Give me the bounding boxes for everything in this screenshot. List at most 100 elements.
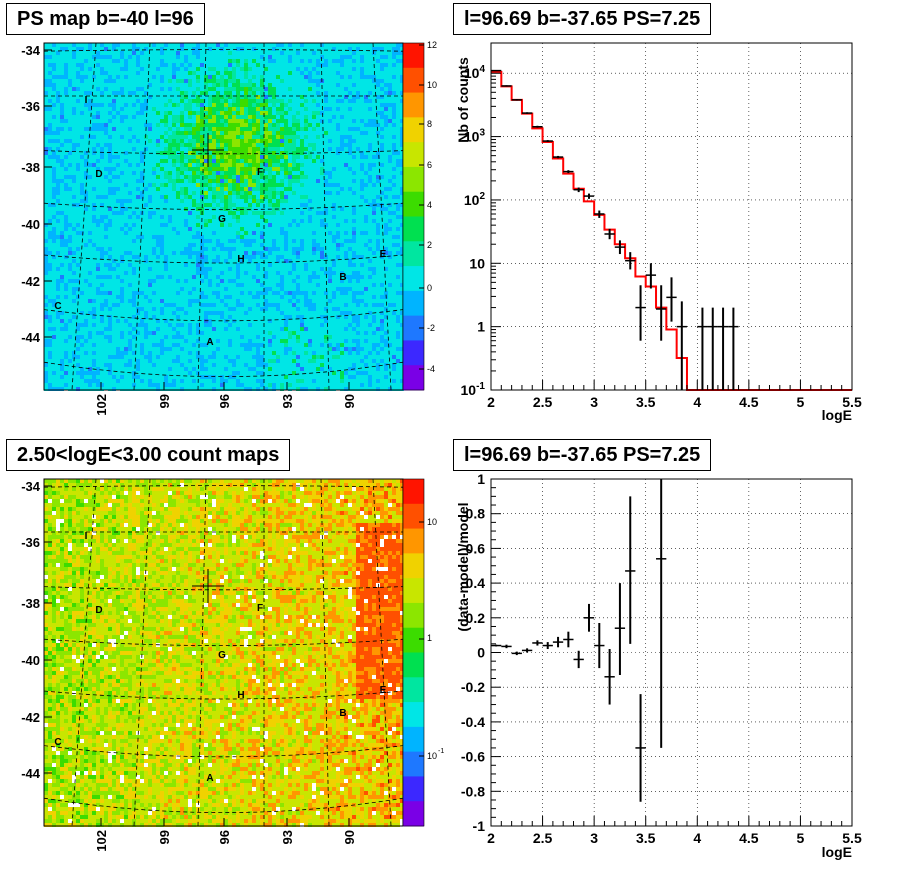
heat-pixel <box>184 183 188 187</box>
heat-pixel <box>248 243 252 247</box>
heat-pixel <box>372 275 376 279</box>
heat-pixel <box>392 123 396 127</box>
heat-pixel <box>320 163 324 167</box>
heat-pixel <box>52 123 56 127</box>
heat-pixel <box>264 267 268 271</box>
heat-pixel <box>172 171 176 175</box>
heat-pixel <box>232 107 236 111</box>
heat-pixel <box>256 267 260 271</box>
heat-pixel <box>168 235 172 239</box>
heat-pixel <box>88 75 92 79</box>
heat-pixel <box>384 143 388 147</box>
heat-pixel <box>296 243 300 247</box>
heat-pixel <box>304 247 308 251</box>
heat-pixel <box>224 227 228 231</box>
heat-pixel <box>88 259 92 263</box>
heat-pixel <box>356 135 360 139</box>
heat-pixel <box>236 215 240 219</box>
heat-pixel <box>248 215 252 219</box>
heat-pixel <box>336 163 340 167</box>
heat-pixel <box>268 139 272 143</box>
heat-pixel <box>348 183 352 187</box>
heat-pixel <box>312 267 316 271</box>
heat-pixel <box>260 243 264 247</box>
heat-pixel <box>208 191 212 195</box>
heat-pixel <box>244 259 248 263</box>
heat-pixel <box>280 191 284 195</box>
heat-pixel <box>168 43 172 47</box>
heat-pixel <box>144 55 148 59</box>
heat-pixel <box>132 255 136 259</box>
heat-pixel <box>184 87 188 91</box>
heat-pixel <box>64 103 68 107</box>
heat-pixel <box>176 203 180 207</box>
heat-pixel <box>156 147 160 151</box>
heat-pixel <box>104 47 108 51</box>
heat-pixel <box>304 159 308 163</box>
heat-pixel <box>272 263 276 267</box>
heat-pixel <box>344 231 348 235</box>
heat-pixel <box>140 127 144 131</box>
heat-pixel <box>68 159 72 163</box>
heat-pixel <box>376 275 380 279</box>
heat-pixel <box>356 223 360 227</box>
heat-pixel <box>140 239 144 243</box>
heat-pixel <box>208 127 212 131</box>
heat-pixel <box>100 103 104 107</box>
heat-pixel <box>92 83 96 87</box>
heat-pixel <box>368 103 372 107</box>
heat-pixel <box>280 79 284 83</box>
heat-pixel <box>68 203 72 207</box>
heat-pixel <box>276 67 280 71</box>
heat-pixel <box>380 143 384 147</box>
heat-pixel <box>188 255 192 259</box>
heat-pixel <box>108 259 112 263</box>
heat-pixel <box>200 171 204 175</box>
heat-pixel <box>132 259 136 263</box>
heat-pixel <box>216 247 220 251</box>
heat-pixel <box>344 67 348 71</box>
heat-pixel <box>76 271 80 275</box>
heat-pixel <box>232 203 236 207</box>
heat-pixel <box>204 191 208 195</box>
heat-pixel <box>248 155 252 159</box>
heat-pixel <box>116 95 120 99</box>
heat-pixel <box>64 123 68 127</box>
heat-pixel <box>128 271 132 275</box>
heat-pixel <box>380 55 384 59</box>
heat-pixel <box>360 51 364 55</box>
heat-pixel <box>152 231 156 235</box>
heat-pixel <box>268 191 272 195</box>
heat-pixel <box>352 183 356 187</box>
heat-pixel <box>148 235 152 239</box>
heat-pixel <box>384 263 388 267</box>
heat-pixel <box>192 151 196 155</box>
heat-pixel <box>128 67 132 71</box>
heat-pixel <box>160 243 164 247</box>
heat-pixel <box>252 115 256 119</box>
heat-pixel <box>228 59 232 63</box>
heat-pixel <box>272 75 276 79</box>
heat-pixel <box>76 47 80 51</box>
heat-pixel <box>192 83 196 87</box>
heat-pixel <box>104 67 108 71</box>
heat-pixel <box>224 267 228 271</box>
heat-pixel <box>300 243 304 247</box>
heat-pixel <box>220 247 224 251</box>
heat-pixel <box>208 255 212 259</box>
heat-pixel <box>192 139 196 143</box>
heat-pixel <box>316 135 320 139</box>
heat-pixel <box>272 199 276 203</box>
heat-pixel <box>276 183 280 187</box>
heat-pixel <box>120 107 124 111</box>
heat-pixel <box>132 123 136 127</box>
heat-pixel <box>88 111 92 115</box>
heat-pixel <box>252 63 256 67</box>
heat-pixel <box>124 203 128 207</box>
heat-pixel <box>184 139 188 143</box>
heat-pixel <box>300 167 304 171</box>
heat-pixel <box>320 259 324 263</box>
heat-pixel <box>356 103 360 107</box>
heat-pixel <box>260 151 264 155</box>
heat-pixel <box>328 275 332 279</box>
